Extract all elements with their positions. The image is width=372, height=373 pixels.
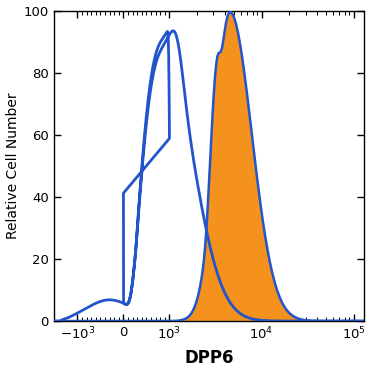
X-axis label: DPP6: DPP6 — [184, 350, 234, 367]
Y-axis label: Relative Cell Number: Relative Cell Number — [6, 93, 20, 239]
